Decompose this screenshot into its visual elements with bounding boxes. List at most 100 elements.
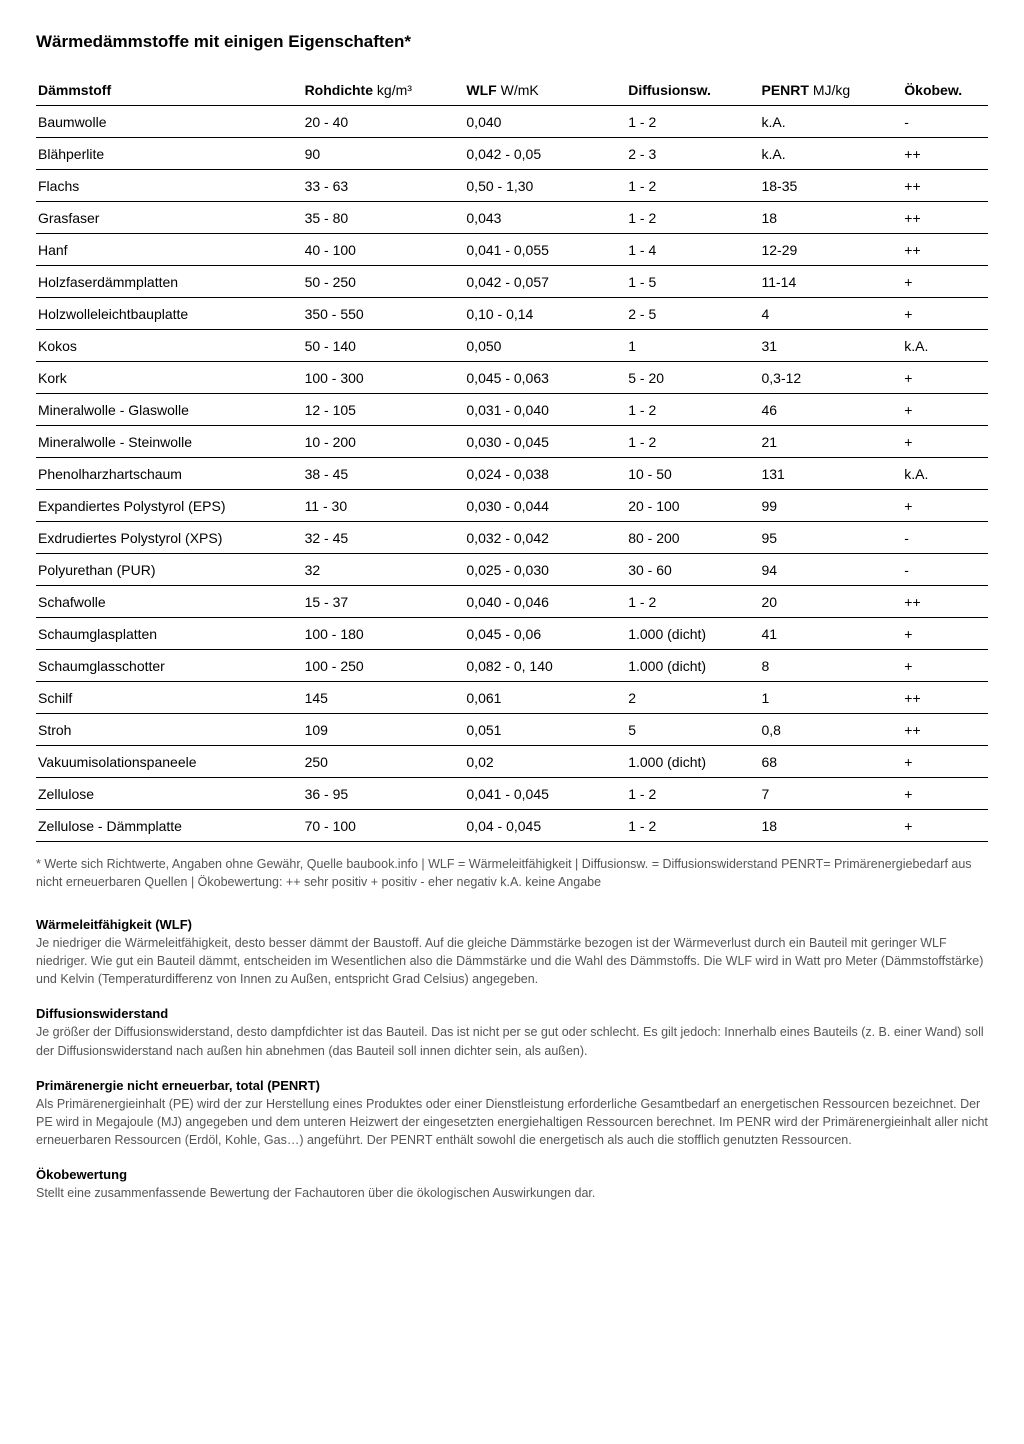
cell: Hanf	[36, 234, 303, 266]
cell: 350 - 550	[303, 298, 465, 330]
cell: 0,025 - 0,030	[464, 554, 626, 586]
col-header-bold: Ökobew.	[904, 82, 962, 98]
cell: 1 - 2	[626, 170, 759, 202]
cell: 0,061	[464, 682, 626, 714]
cell: 1 - 2	[626, 586, 759, 618]
col-header-2: WLF W/mK	[464, 74, 626, 106]
cell: 1 - 2	[626, 810, 759, 842]
cell: Schaumglasplatten	[36, 618, 303, 650]
cell: -	[902, 106, 988, 138]
col-header-4: PENRT MJ/kg	[759, 74, 902, 106]
cell: +	[902, 490, 988, 522]
cell: 32	[303, 554, 465, 586]
cell: Blähperlite	[36, 138, 303, 170]
cell: 94	[759, 554, 902, 586]
table-row: Schilf1450,06121++	[36, 682, 988, 714]
definition-title: Ökobewertung	[36, 1167, 988, 1182]
cell: +	[902, 362, 988, 394]
cell: -	[902, 522, 988, 554]
cell: 1	[759, 682, 902, 714]
cell: Kokos	[36, 330, 303, 362]
cell: 0,032 - 0,042	[464, 522, 626, 554]
cell: 20 - 40	[303, 106, 465, 138]
cell: k.A.	[759, 138, 902, 170]
col-header-bold: Rohdichte	[305, 82, 373, 98]
cell: Stroh	[36, 714, 303, 746]
cell: Zellulose	[36, 778, 303, 810]
materials-table: DämmstoffRohdichte kg/m³WLF W/mKDiffusio…	[36, 74, 988, 842]
cell: Grasfaser	[36, 202, 303, 234]
cell: 18	[759, 202, 902, 234]
cell: 95	[759, 522, 902, 554]
cell: 20	[759, 586, 902, 618]
cell: 0,041 - 0,055	[464, 234, 626, 266]
col-header-unit: MJ/kg	[809, 82, 850, 98]
cell: 5 - 20	[626, 362, 759, 394]
cell: k.A.	[902, 458, 988, 490]
cell: Polyurethan (PUR)	[36, 554, 303, 586]
table-row: Polyurethan (PUR)320,025 - 0,03030 - 609…	[36, 554, 988, 586]
definition-title: Diffusionswiderstand	[36, 1006, 988, 1021]
cell: 0,043	[464, 202, 626, 234]
cell: +	[902, 778, 988, 810]
cell: 131	[759, 458, 902, 490]
definition-block: ÖkobewertungStellt eine zusammenfassende…	[36, 1167, 988, 1202]
cell: +	[902, 810, 988, 842]
cell: Exdrudiertes Polystyrol (XPS)	[36, 522, 303, 554]
cell: 36 - 95	[303, 778, 465, 810]
cell: 38 - 45	[303, 458, 465, 490]
cell: 0,045 - 0,063	[464, 362, 626, 394]
cell: Flachs	[36, 170, 303, 202]
cell: 0,3-12	[759, 362, 902, 394]
cell: 0,04 - 0,045	[464, 810, 626, 842]
cell: 33 - 63	[303, 170, 465, 202]
cell: ++	[902, 170, 988, 202]
cell: Expandiertes Polystyrol (EPS)	[36, 490, 303, 522]
table-row: Phenolharzhartschaum38 - 450,024 - 0,038…	[36, 458, 988, 490]
cell: 80 - 200	[626, 522, 759, 554]
cell: ++	[902, 586, 988, 618]
cell: +	[902, 394, 988, 426]
table-row: Schafwolle15 - 370,040 - 0,0461 - 220++	[36, 586, 988, 618]
cell: +	[902, 746, 988, 778]
col-header-0: Dämmstoff	[36, 74, 303, 106]
cell: Schaumglasschotter	[36, 650, 303, 682]
cell: +	[902, 298, 988, 330]
definition-body: Je niedriger die Wärmeleitfähigkeit, des…	[36, 934, 988, 988]
cell: 1.000 (dicht)	[626, 650, 759, 682]
table-row: Zellulose - Dämmplatte70 - 1000,04 - 0,0…	[36, 810, 988, 842]
cell: 0,8	[759, 714, 902, 746]
cell: 2 - 5	[626, 298, 759, 330]
col-header-bold: PENRT	[761, 82, 808, 98]
cell: 7	[759, 778, 902, 810]
cell: Vakuumisolationspaneele	[36, 746, 303, 778]
cell: Phenolharzhartschaum	[36, 458, 303, 490]
col-header-bold: WLF	[466, 82, 496, 98]
cell: 2 - 3	[626, 138, 759, 170]
cell: 4	[759, 298, 902, 330]
cell: -	[902, 554, 988, 586]
cell: 32 - 45	[303, 522, 465, 554]
col-header-bold: Diffusionsw.	[628, 82, 711, 98]
table-row: Hanf40 - 1000,041 - 0,0551 - 412-29++	[36, 234, 988, 266]
cell: 31	[759, 330, 902, 362]
page-title: Wärmedämmstoffe mit einigen Eigenschafte…	[36, 32, 988, 52]
cell: 1 - 2	[626, 426, 759, 458]
cell: 1 - 2	[626, 778, 759, 810]
cell: ++	[902, 202, 988, 234]
cell: Schilf	[36, 682, 303, 714]
cell: Zellulose - Dämmplatte	[36, 810, 303, 842]
cell: k.A.	[902, 330, 988, 362]
table-row: Flachs33 - 630,50 - 1,301 - 218-35++	[36, 170, 988, 202]
cell: 41	[759, 618, 902, 650]
cell: 10 - 200	[303, 426, 465, 458]
cell: 1 - 2	[626, 394, 759, 426]
cell: 68	[759, 746, 902, 778]
table-row: Holzfaserdämmplatten50 - 2500,042 - 0,05…	[36, 266, 988, 298]
cell: 0,042 - 0,05	[464, 138, 626, 170]
table-row: Baumwolle20 - 400,0401 - 2k.A.-	[36, 106, 988, 138]
cell: 30 - 60	[626, 554, 759, 586]
cell: Baumwolle	[36, 106, 303, 138]
cell: Mineralwolle - Steinwolle	[36, 426, 303, 458]
definition-title: Wärmeleitfähigkeit (WLF)	[36, 917, 988, 932]
